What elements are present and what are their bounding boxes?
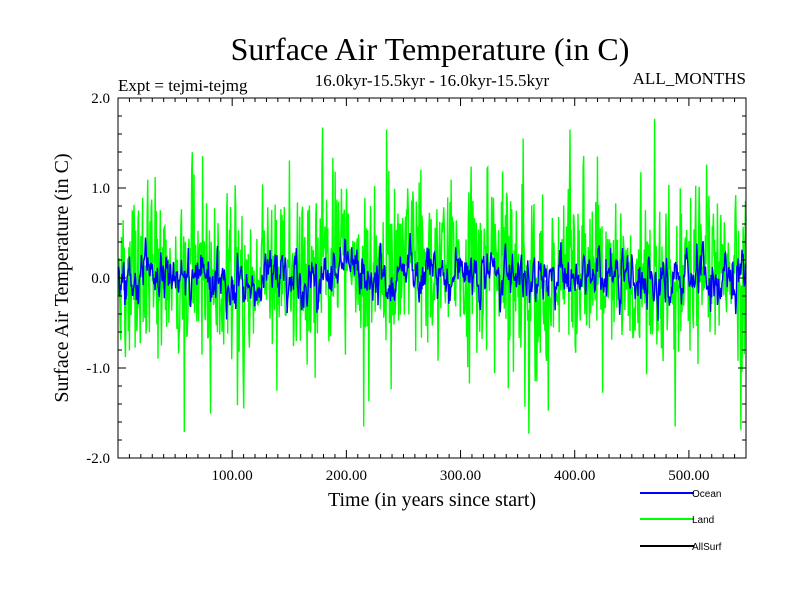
expt-label: Expt = tejmi-tejmg [118,76,248,95]
y-tick-label: -1.0 [86,361,110,377]
y-tick-label: 0.0 [91,271,110,287]
y-tick-label: -2.0 [86,451,110,467]
series-layer [117,118,747,434]
x-tick-label: 100.00 [212,468,253,484]
legend-label-ocean: Ocean [692,489,721,500]
x-tick-label: 200.00 [326,468,367,484]
x-tick-label: 300.00 [440,468,481,484]
y-tick-label: 2.0 [91,91,110,107]
x-tick-label: 400.00 [554,468,595,484]
x-tick-label: 500.00 [668,468,709,484]
x-axis-title: Time (in years since start) [328,489,536,511]
legend-label-land: Land [692,515,714,526]
subtitle: 16.0kyr-15.5kyr - 16.0kyr-15.5kyr [315,71,550,90]
legend: Ocean Land AllSurf [640,489,722,553]
ticks-layer: 100.00 200.00 300.00 400.00 500.00 2.0 1.0 0.0 -… [86,91,746,484]
series-ocean-line [117,232,747,321]
y-axis-title: Surface Air Temperature (in C) [51,153,73,402]
legend-label-allsurf: AllSurf [692,542,722,553]
chart-title: Surface Air Temperature (in C) [231,31,630,67]
y-tick-label: 1.0 [91,181,110,197]
months-label: ALL_MONTHS [633,69,746,88]
